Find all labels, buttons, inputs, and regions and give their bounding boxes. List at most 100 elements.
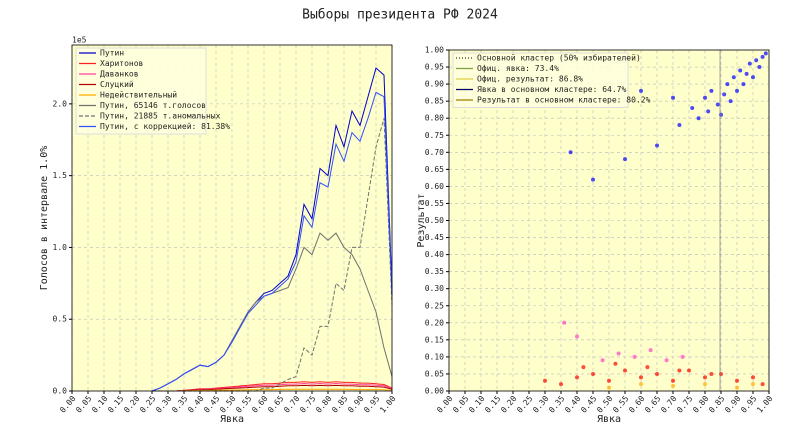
x-tick-label: 0.20 xyxy=(499,394,518,415)
x-tick-label: 0.95 xyxy=(362,394,381,415)
point xyxy=(581,365,586,370)
point xyxy=(677,123,682,128)
y-tick-label: 0.0 xyxy=(53,387,68,396)
point xyxy=(607,378,611,383)
y-tick-label: 0.25 xyxy=(425,301,444,310)
y-tick-label: 0.10 xyxy=(425,352,444,361)
point xyxy=(639,88,643,93)
x-tick-label: 0.15 xyxy=(106,394,125,415)
point xyxy=(706,109,711,114)
x-tick-label: 1.00 xyxy=(378,394,397,415)
x-tick-label: 0.70 xyxy=(282,394,301,415)
x-tick-label: 0.35 xyxy=(170,394,189,415)
y-tick-label: 0.70 xyxy=(425,148,444,157)
point xyxy=(760,54,765,59)
x-tick-label: 0.60 xyxy=(250,394,269,415)
point xyxy=(648,348,653,353)
x-tick-label: 0.40 xyxy=(563,394,582,415)
x-tick-label: 0.50 xyxy=(218,394,237,415)
point xyxy=(575,334,579,339)
x-tick-label: 0.75 xyxy=(675,394,694,415)
x-tick-label: 0.00 xyxy=(435,394,454,415)
point xyxy=(715,102,720,107)
point xyxy=(591,177,595,182)
point xyxy=(747,61,752,66)
legend-label: Офиц. результат: 86.8% xyxy=(477,75,583,84)
legend-label: Недействительный xyxy=(100,91,177,100)
y-tick-label: 0.80 xyxy=(425,114,444,123)
legend-label: Офиц. явка: 73.4% xyxy=(477,64,559,73)
y-tick-label: 0.40 xyxy=(425,250,444,259)
point xyxy=(690,105,695,110)
point xyxy=(751,382,755,387)
plot-frame xyxy=(71,44,393,392)
x-tick-label: 0.45 xyxy=(579,394,598,415)
y-tick-label: 0.45 xyxy=(425,233,444,242)
x-axis-label: Явка xyxy=(597,414,621,425)
point xyxy=(731,75,736,80)
y-axis-label: Голосов в интервале 1.0% xyxy=(39,146,50,291)
point xyxy=(623,157,627,162)
point xyxy=(751,375,755,380)
x-tick-label: 0.65 xyxy=(266,394,285,415)
point xyxy=(763,51,768,56)
y-tick-label: 0.55 xyxy=(425,199,444,208)
point xyxy=(613,361,618,366)
legend-label: Явка в основном кластере: 64.7% xyxy=(477,85,626,94)
y-tick-label: 0.30 xyxy=(425,284,444,293)
legend-box xyxy=(452,52,629,108)
point xyxy=(735,88,739,93)
point xyxy=(616,351,621,356)
point xyxy=(703,95,707,100)
y-tick-label: 2.0 xyxy=(53,99,68,108)
plot-frame xyxy=(448,49,770,392)
y-tick-label: 0.75 xyxy=(425,131,444,140)
y-tick-label: 0.65 xyxy=(425,165,444,174)
point xyxy=(575,375,579,380)
series-line xyxy=(151,91,393,392)
y-tick-label: 0.95 xyxy=(425,63,444,72)
point xyxy=(607,385,611,390)
point xyxy=(735,385,739,390)
y-tick-label: 0.00 xyxy=(425,387,444,396)
point xyxy=(687,368,691,373)
point xyxy=(655,143,659,148)
point xyxy=(543,378,547,383)
point xyxy=(719,112,723,117)
y-tick-label: 0.05 xyxy=(425,369,444,378)
point xyxy=(709,371,714,376)
point xyxy=(703,375,707,380)
point xyxy=(671,95,675,100)
point xyxy=(696,116,701,121)
x-tick-label: 0.55 xyxy=(234,394,253,415)
y-axis-label: Результат xyxy=(416,193,427,247)
x-tick-label: 0.85 xyxy=(330,394,349,415)
x-tick-label: 0.95 xyxy=(739,394,758,415)
x-tick-label: 0.75 xyxy=(298,394,317,415)
x-tick-label: 0.30 xyxy=(154,394,173,415)
x-tick-label: 0.70 xyxy=(659,394,678,415)
y-tick-label: 0.50 xyxy=(425,216,444,225)
point xyxy=(754,58,759,63)
point xyxy=(671,378,675,383)
y-tick-label: 0.60 xyxy=(425,182,444,191)
x-tick-label: 0.25 xyxy=(515,394,534,415)
offset-label: 1e5 xyxy=(72,36,87,45)
point xyxy=(677,368,682,373)
x-tick-label: 0.45 xyxy=(202,394,221,415)
legend-label: Путин, 21885 т.аномальных xyxy=(100,112,221,121)
legend-label: Путин, 65146 т.голосов xyxy=(100,101,206,110)
y-tick-label: 1.0 xyxy=(53,243,68,252)
x-tick-label: 0.50 xyxy=(595,394,614,415)
x-tick-label: 0.85 xyxy=(707,394,726,415)
x-tick-label: 0.65 xyxy=(643,394,662,415)
x-tick-label: 0.20 xyxy=(122,394,141,415)
y-tick-label: 1.00 xyxy=(425,46,444,55)
point xyxy=(623,368,627,373)
point xyxy=(671,383,675,388)
x-axis-label: Явка xyxy=(220,414,244,425)
x-tick-label: 1.00 xyxy=(755,394,774,415)
point xyxy=(568,150,573,155)
legend-label: Основной кластер (50% избирателей) xyxy=(477,53,641,63)
